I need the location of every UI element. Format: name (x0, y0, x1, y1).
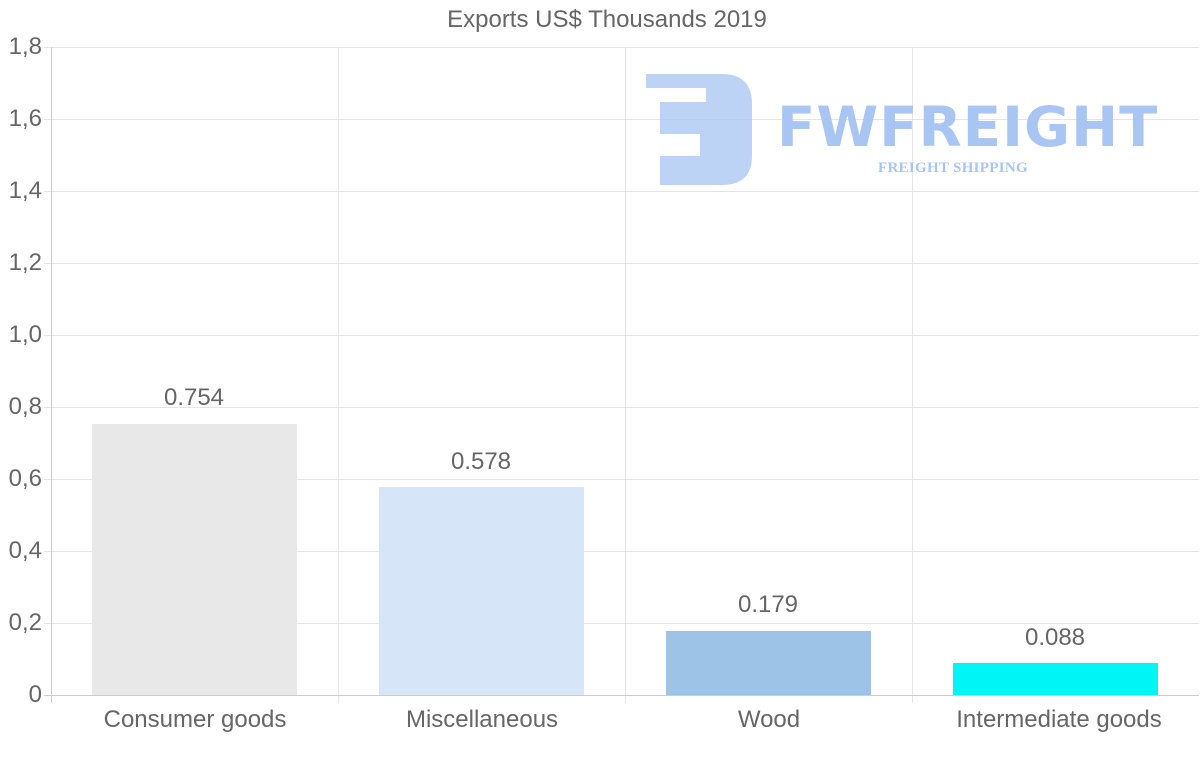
bar-intermediate-goods[interactable] (953, 663, 1158, 695)
gridline-0-2 (44, 623, 1199, 624)
gridline-1-8 (44, 47, 1199, 48)
gridline-0-6 (44, 479, 1199, 480)
value-label: 0.578 (450, 448, 512, 475)
bar-consumer-goods[interactable] (92, 424, 297, 695)
x-tick-label: Wood (737, 706, 801, 733)
y-tick-label: 0,8 (8, 393, 42, 420)
fwfreight-logo-icon (646, 74, 752, 185)
watermark-tagline: FREIGHT SHIPPING (878, 160, 1028, 176)
watermark: FWFREIGHT FREIGHT SHIPPING (646, 74, 1159, 189)
y-tick-label: 1,6 (8, 105, 42, 132)
vgridline-3 (912, 47, 913, 703)
y-tick-label: 0 (28, 681, 42, 708)
y-tick-label: 0,4 (8, 537, 42, 564)
y-tick-label: 0,2 (8, 609, 42, 636)
watermark-brand: FWFREIGHT (777, 95, 1159, 159)
x-tick-label: Consumer goods (103, 706, 287, 733)
value-label: 0.088 (1024, 624, 1086, 651)
x-tick-label: Miscellaneous (405, 706, 559, 733)
x-tick-label: Intermediate goods (956, 706, 1162, 733)
gridline-0-8 (44, 407, 1199, 408)
bar-miscellaneous[interactable] (379, 487, 584, 695)
x-axis-line (44, 695, 1199, 696)
y-tick-label: 1,4 (8, 177, 42, 204)
y-tick-label: 1,8 (8, 33, 42, 60)
value-label: 0.754 (163, 384, 225, 411)
y-tick-label: 1,0 (8, 321, 42, 348)
gridline-1-2 (44, 263, 1199, 264)
gridline-1-6 (44, 119, 1199, 120)
vgridline-1 (338, 47, 339, 703)
gridline-0-4 (44, 551, 1199, 552)
y-tick-label: 1,2 (8, 249, 42, 276)
y-tick-label: 0,6 (8, 465, 42, 492)
gridline-1-0 (44, 335, 1199, 336)
plot-area: FWFREIGHT FREIGHT SHIPPING 0.754 0.578 0… (44, 47, 1199, 703)
vgridline-2 (625, 47, 626, 703)
chart-title: Exports US$ Thousands 2019 (447, 6, 767, 33)
y-axis-line (51, 47, 52, 703)
bar-wood[interactable] (666, 631, 871, 695)
value-label: 0.179 (737, 591, 799, 618)
gridline-1-4 (44, 191, 1199, 192)
